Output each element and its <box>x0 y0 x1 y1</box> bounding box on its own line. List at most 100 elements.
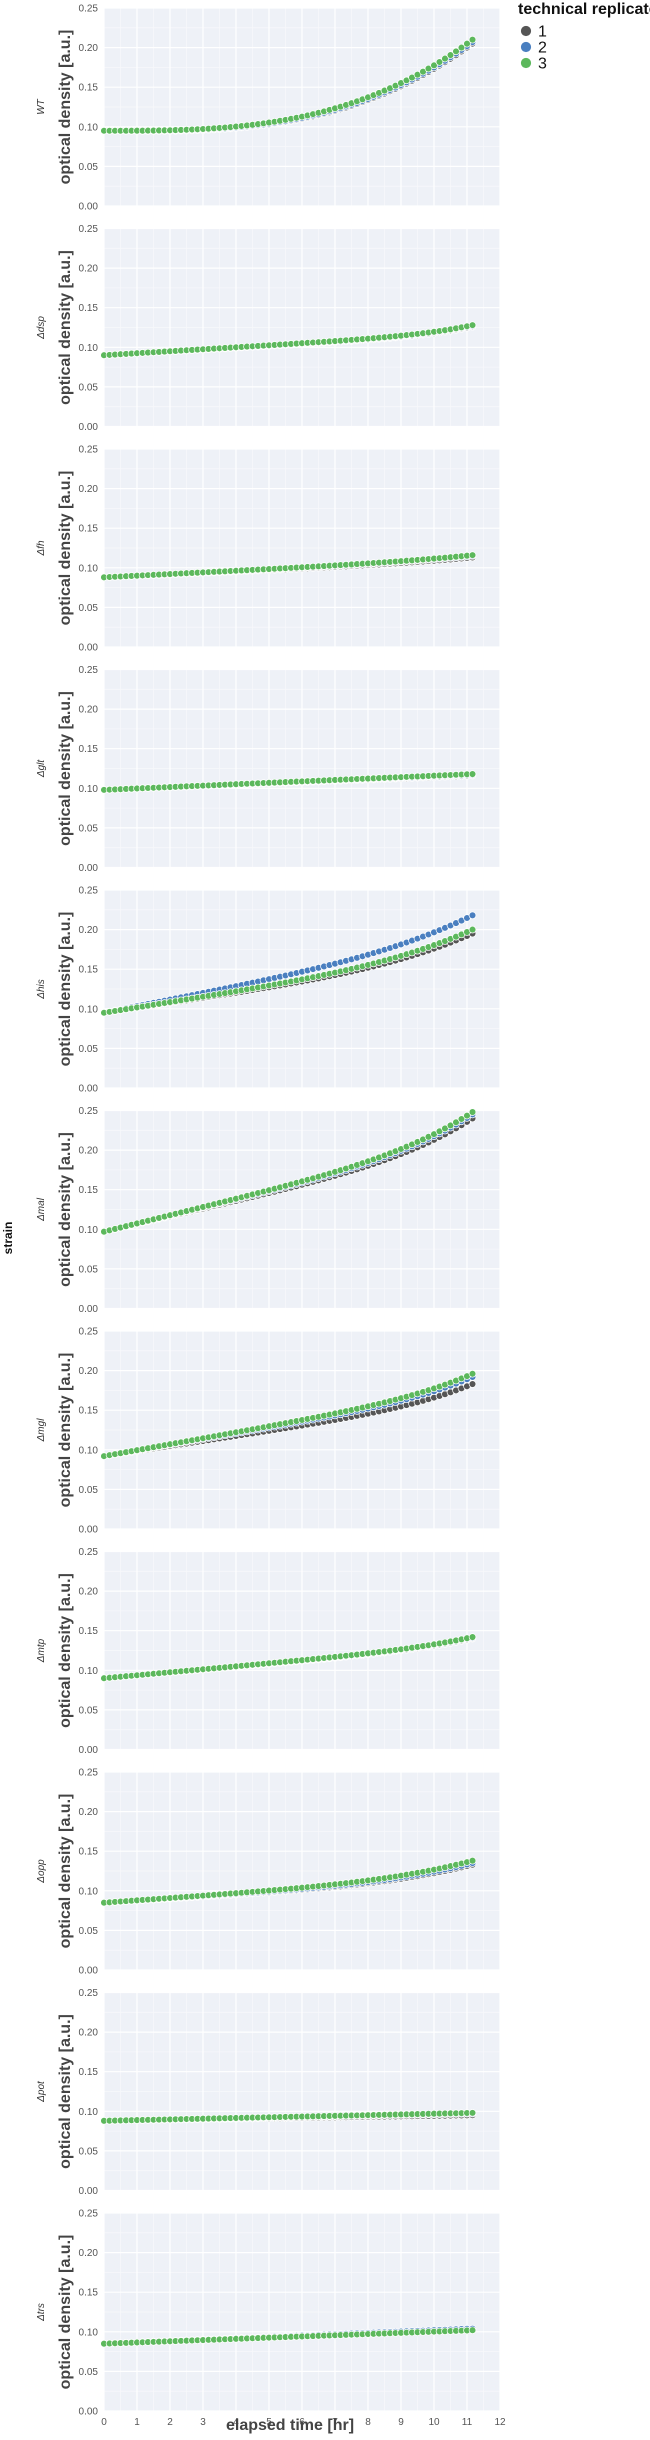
y-tick-label: 0.25 <box>79 2209 99 2220</box>
y-tick-label: 0.00 <box>79 2407 99 2418</box>
facet-panel: 0.00 0.05 0.10 0.15 0.20 0.25 optical density … <box>36 4 501 213</box>
facet-panel: 0.00 0.05 0.10 0.15 0.20 0.25 optical density … <box>36 1106 501 1315</box>
legend-title: technical replicate <box>518 1 650 18</box>
y-tick-label: 0.10 <box>79 1666 99 1677</box>
y-tick-label: 0.25 <box>79 445 99 456</box>
y-tick-label: 0.05 <box>79 603 99 614</box>
y-tick-label: 0.15 <box>79 1185 99 1196</box>
data-point <box>457 43 466 52</box>
data-point <box>468 1856 477 1865</box>
y-axis-label: optical density [a.u.] <box>57 2014 74 2169</box>
data-point <box>435 58 444 66</box>
y-tick-label: 0.15 <box>79 83 99 94</box>
strain-label: Δmal <box>36 1197 47 1222</box>
data-point <box>463 39 471 48</box>
x-tick-label: 11 <box>462 2417 473 2428</box>
series-replicate-3 <box>100 1633 477 1682</box>
x-tick-label: 0 <box>101 2417 107 2428</box>
y-tick-label: 0.10 <box>79 1225 99 1236</box>
facet-panel: 0.00 0.05 0.10 0.15 0.20 0.25 optical density … <box>36 224 501 433</box>
y-tick-label: 0.25 <box>79 1106 99 1117</box>
data-point <box>457 1115 466 1123</box>
y-tick-label: 0.10 <box>79 2107 99 2118</box>
legend-entries: 123 <box>520 24 547 73</box>
y-tick-label: 0.15 <box>79 965 99 976</box>
x-tick-label: 3 <box>200 2417 206 2428</box>
x-tick-label: 10 <box>428 2417 440 2428</box>
data-point <box>468 1633 477 1641</box>
y-tick-label: 0.05 <box>79 1485 99 1496</box>
y-tick-label: 0.15 <box>79 2288 99 2299</box>
facet-panels: 0.00 0.05 0.10 0.15 0.20 0.25 optical density … <box>36 4 501 2418</box>
y-tick-label: 0.25 <box>79 1988 99 1999</box>
y-tick-label: 0.05 <box>79 1705 99 1716</box>
y-tick-label: 0.15 <box>79 1406 99 1417</box>
strain-label: Δtrs <box>36 2303 47 2322</box>
x-tick-label: 6 <box>299 2417 305 2428</box>
y-tick-label: 0.20 <box>79 1366 99 1377</box>
y-tick-label: 0.10 <box>79 343 99 354</box>
y-tick-label: 0.15 <box>79 524 99 535</box>
y-tick-label: 0.00 <box>79 202 99 213</box>
series-replicate-3 <box>100 770 477 794</box>
y-tick-label: 0.10 <box>79 1004 99 1015</box>
series-replicate-3 <box>100 925 477 1017</box>
y-tick-label: 0.25 <box>79 224 99 235</box>
strain-label: Δpot <box>36 2080 47 2103</box>
facet-panel: 0.00 0.05 0.10 0.15 0.20 0.25 optical density … <box>36 665 501 874</box>
y-tick-label: 0.05 <box>79 2367 99 2378</box>
y-tick-label: 0.00 <box>79 1084 99 1095</box>
series-replicate-3 <box>100 1370 477 1460</box>
x-tick-label: 8 <box>365 2417 371 2428</box>
x-axis-ticks: 0 1 2 3 4 5 6 7 8 9 10 11 12 <box>101 2417 506 2428</box>
data-point <box>446 51 455 59</box>
data-point <box>463 1111 471 1120</box>
y-tick-label: 0.10 <box>79 1445 99 1456</box>
data-point <box>468 35 477 44</box>
y-tick-label: 0.15 <box>79 303 99 314</box>
data-point <box>468 1370 477 1378</box>
strain-label: Δhis <box>36 979 47 1000</box>
y-axis-label: optical density [a.u.] <box>57 30 74 185</box>
series-replicate-3 <box>100 2109 477 2125</box>
y-axis-label: optical density [a.u.] <box>57 1353 74 1508</box>
strain-label: Δglt <box>36 759 47 778</box>
data-point <box>430 61 438 70</box>
y-tick-label: 0.15 <box>79 1847 99 1858</box>
y-tick-label: 0.05 <box>79 1264 99 1275</box>
y-tick-label: 0.00 <box>79 422 99 433</box>
y-tick-label: 0.20 <box>79 1807 99 1818</box>
data-point <box>468 1108 477 1116</box>
facet-panel: 0.00 0.05 0.10 0.15 0.20 0.25 optical density … <box>36 1327 501 1536</box>
y-tick-label: 0.00 <box>79 1966 99 1977</box>
strain-label: Δopp <box>36 1859 47 1884</box>
data-point <box>468 925 477 934</box>
x-tick-label: 2 <box>167 2417 173 2428</box>
legend-entry-label: 1 <box>538 24 547 41</box>
legend-marker <box>520 25 532 37</box>
y-axis-label: optical density [a.u.] <box>57 691 74 846</box>
y-axis-label: optical density [a.u.] <box>57 912 74 1067</box>
x-tick-label: 5 <box>266 2417 272 2428</box>
data-point <box>441 54 449 63</box>
y-axis-label: optical density [a.u.] <box>57 1573 74 1728</box>
y-tick-label: 0.05 <box>79 823 99 834</box>
y-tick-label: 0.20 <box>79 2248 99 2259</box>
y-tick-label: 0.20 <box>79 2028 99 2039</box>
data-point <box>468 1380 477 1388</box>
data-point <box>468 551 477 559</box>
y-tick-label: 0.05 <box>79 162 99 173</box>
y-tick-label: 0.20 <box>79 705 99 716</box>
series-replicate-3 <box>100 2326 477 2348</box>
x-tick-label: 1 <box>134 2417 140 2428</box>
facet-panel: 0.00 0.05 0.10 0.15 0.20 0.25 optical density … <box>36 886 501 1095</box>
y-tick-label: 0.05 <box>79 382 99 393</box>
y-tick-label: 0.15 <box>79 1626 99 1637</box>
legend-marker <box>520 57 532 69</box>
strain-label: Δmgl <box>36 1418 47 1443</box>
series-replicate-3 <box>100 1108 477 1236</box>
y-tick-label: 0.25 <box>79 886 99 897</box>
facet-panel: 0.00 0.05 0.10 0.15 0.20 0.25 optical density … <box>36 1988 501 2197</box>
series-replicate-3 <box>100 1856 477 1907</box>
y-tick-label: 0.00 <box>79 1525 99 1536</box>
